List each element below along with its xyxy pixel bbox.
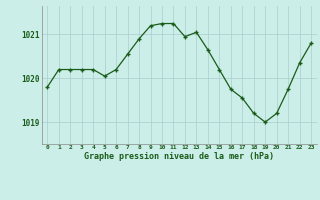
X-axis label: Graphe pression niveau de la mer (hPa): Graphe pression niveau de la mer (hPa) [84, 152, 274, 161]
